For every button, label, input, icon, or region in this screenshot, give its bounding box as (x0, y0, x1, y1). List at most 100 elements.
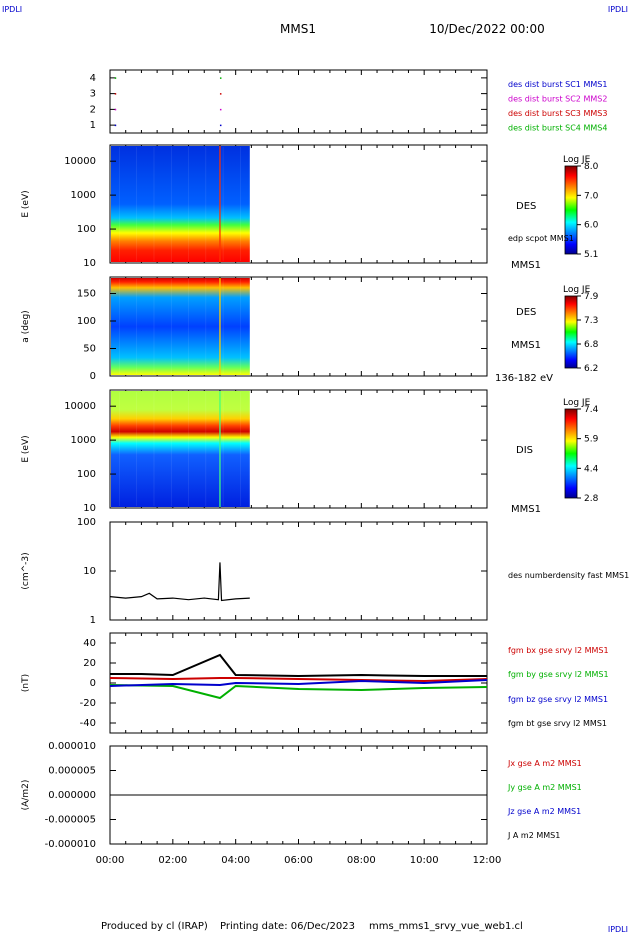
legend-current-4: J A m2 MMS1 (507, 831, 560, 840)
plot-date: 10/Dec/2022 00:00 (429, 22, 545, 36)
corner-logo-top-right: IPDLI (608, 5, 628, 14)
colorbar-tick-label: 7.9 (584, 292, 599, 302)
legend-current-1: Jx gse A m2 MMS1 (507, 759, 582, 768)
y-tick-label: 0.000000 (48, 790, 96, 801)
colorbar-title: Log JE (563, 398, 591, 408)
y-tick-label: 150 (77, 289, 96, 300)
y-tick-label: -0.000005 (45, 815, 96, 826)
y-tick-label: -0.000010 (45, 839, 96, 850)
colorbar (564, 408, 578, 499)
y-tick-label: 1000 (71, 435, 96, 446)
spectrogram-fill (111, 146, 250, 262)
y-axis-label: (A/m2) (21, 780, 31, 811)
burst-point (114, 93, 117, 95)
colorbar-title: Log JE (563, 285, 591, 295)
colorbar-tick-label: 6.8 (584, 340, 599, 350)
panel-label-dis: DIS (516, 445, 533, 456)
density-line (109, 562, 250, 602)
spectrogram-fill (111, 391, 250, 507)
y-tick-label: 0 (90, 678, 96, 689)
y-tick-label: -20 (80, 698, 96, 709)
y-axis-label: E (eV) (21, 435, 31, 462)
x-tick-label: 10:00 (410, 855, 439, 866)
colorbar-tick-label: 7.0 (584, 191, 599, 201)
y-tick-label: 1000 (71, 190, 96, 201)
panel-frame-4 (109, 521, 488, 621)
legend-burst-3: des dist burst SC3 MMS3 (508, 109, 607, 118)
footer-printing-date: Printing date: 06/Dec/2023 (220, 921, 355, 932)
legend-density: des numberdensity fast MMS1 (508, 571, 629, 580)
panel-label-des: DES (516, 201, 536, 212)
colorbar-title: Log JE (563, 155, 591, 165)
x-tick-label: 06:00 (284, 855, 313, 866)
y-tick-label: 10 (83, 258, 96, 269)
y-tick-label: 50 (83, 344, 96, 355)
panel-label-des-pitch: DES (516, 307, 536, 318)
panel-label-edp-scpot: edp scpot MMS1 (508, 234, 574, 243)
y-tick-label: 10000 (64, 401, 96, 412)
footer-product: mms_mms1_srvy_vue_web1.cl (369, 921, 523, 932)
b-field-line-3 (109, 679, 488, 687)
panel-label-mms1-dis: MMS1 (511, 504, 541, 515)
y-tick-label: -40 (80, 718, 96, 729)
b-field-line-1 (109, 677, 488, 683)
corner-logo-bottom-right: IPDLI (608, 925, 628, 934)
burst-point (219, 124, 222, 127)
b-field-line-2 (109, 684, 488, 700)
colorbar-tick-label: 6.0 (584, 221, 599, 231)
legend-b-field-4: fgm bt gse srvy l2 MMS1 (508, 719, 607, 728)
panel-frame-0 (109, 69, 488, 134)
burst-point (114, 77, 117, 79)
burst-point (219, 93, 222, 95)
burst-point (114, 108, 117, 111)
colorbar-tick-label: 5.9 (584, 435, 599, 445)
legend-b-field-2: fgm by gse srvy l2 MMS1 (508, 670, 609, 679)
panel-label-energy-range: 136-182 eV (495, 373, 553, 384)
panel-label-mms1-pitch: MMS1 (511, 340, 541, 351)
y-tick-label: 2 (90, 104, 96, 115)
plot-title: MMS1 (280, 22, 316, 36)
corner-logo-top-left: IPDLI (2, 5, 22, 14)
y-tick-label: 100 (77, 316, 96, 327)
burst-point (219, 77, 222, 79)
spectrogram-fill (111, 278, 250, 375)
y-tick-label: 40 (83, 638, 96, 649)
y-tick-label: 1 (90, 120, 96, 131)
colorbar-tick-label: 7.3 (584, 316, 598, 326)
x-tick-label: 02:00 (158, 855, 187, 866)
colorbar-tick-label: 6.2 (584, 364, 598, 374)
legend-current-2: Jy gse A m2 MMS1 (507, 783, 582, 792)
y-tick-label: 10000 (64, 156, 96, 167)
y-axis-label: (nT) (21, 674, 31, 692)
legend-burst-1: des dist burst SC1 MMS1 (508, 80, 607, 89)
y-tick-label: 100 (77, 469, 96, 480)
legend-b-field-3: fgm bz gse srvy l2 MMS1 (508, 695, 608, 704)
legend-b-field-1: fgm bx gse srvy l2 MMS1 (508, 646, 609, 655)
colorbar-tick-label: 2.8 (584, 494, 599, 504)
legend-burst-2: des dist burst SC2 MMS2 (508, 95, 607, 104)
burst-point (219, 108, 222, 111)
legend-burst-4: des dist burst SC4 MMS4 (508, 124, 607, 133)
colorbar-tick-label: 8.0 (584, 162, 599, 172)
y-axis-label: a (deg) (21, 310, 31, 342)
y-tick-label: 4 (90, 73, 96, 84)
y-axis-label: E (eV) (21, 190, 31, 217)
y-axis-label: (cm^-3) (21, 552, 31, 589)
colorbar-tick-label: 7.4 (584, 405, 599, 415)
footer-producer: Produced by cl (IRAP) (101, 921, 208, 932)
burst-point (114, 124, 117, 127)
y-tick-label: 100 (77, 224, 96, 235)
x-tick-label: 04:00 (221, 855, 250, 866)
y-tick-label: 10 (83, 566, 96, 577)
x-tick-label: 00:00 (96, 855, 125, 866)
x-tick-label: 12:00 (473, 855, 502, 866)
y-tick-label: 3 (90, 89, 96, 100)
y-tick-label: 0.000010 (48, 741, 96, 752)
colorbar (564, 295, 578, 369)
panels: 1 2 3 4 des dist burst SC1 MMS1 des dist burs… (21, 69, 629, 866)
panel-label-mms1: MMS1 (511, 260, 541, 271)
legend-current-3: Jz gse A m2 MMS1 (507, 807, 581, 816)
y-tick-label: 0.000005 (48, 766, 96, 777)
colorbar-tick-label: 4.4 (584, 464, 599, 474)
y-tick-label: 10 (83, 503, 96, 514)
